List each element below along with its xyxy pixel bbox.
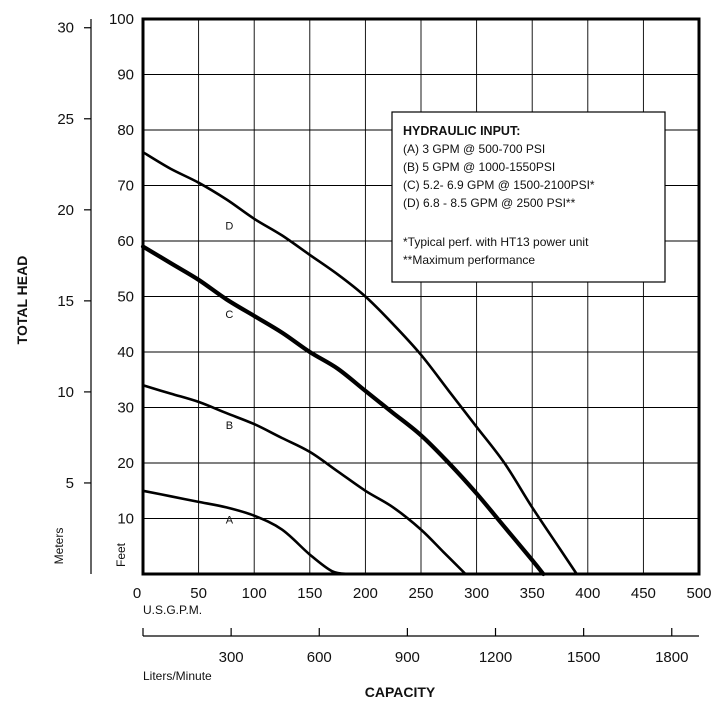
y-tick-label-feet: 90: [117, 67, 134, 84]
x-tick-label: 350: [520, 585, 545, 602]
lpm-tick-label: 1200: [479, 649, 512, 666]
x-tick-label: 0: [133, 585, 141, 602]
y-tick-label-feet: 60: [117, 233, 134, 250]
x-axis-title: CAPACITY: [365, 684, 436, 700]
y-tick-label-feet: 50: [117, 289, 134, 306]
curve-labels: A B C D: [225, 220, 233, 526]
y-tick-label-feet: 70: [117, 178, 134, 195]
plot-frame: [141, 17, 701, 576]
lpm-tick-label: 300: [219, 649, 244, 666]
y-tick-label-feet: 80: [117, 122, 134, 139]
x-tick-label: 500: [686, 585, 711, 602]
x-tick-label: 300: [464, 585, 489, 602]
y-tick-label-meters: 25: [57, 111, 74, 128]
lpm-tick-label: 900: [395, 649, 420, 666]
x-axis-liters-per-minute: 300 600 900 1200 1500 1800: [142, 628, 699, 666]
x-tick-label: 50: [190, 585, 207, 602]
curve-b: [141, 384, 467, 576]
x-tick-label: 150: [297, 585, 322, 602]
y-tick-label-meters: 30: [57, 20, 74, 37]
legend-note: **Maximum performance: [403, 253, 535, 267]
legend-note: *Typical perf. with HT13 power unit: [403, 235, 589, 249]
y-tick-label-feet: 20: [117, 455, 134, 472]
y-tick-label-feet: 30: [117, 400, 134, 417]
x-tick-label: 450: [631, 585, 656, 602]
legend-box: HYDRAULIC INPUT: (A) 3 GPM @ 500-700 PSI…: [391, 111, 666, 283]
curve-c: [140, 244, 546, 577]
x-tick-label: 250: [408, 585, 433, 602]
curve-label-c: C: [225, 309, 233, 321]
curve-label-d: D: [225, 220, 233, 232]
legend-line: (A) 3 GPM @ 500-700 PSI: [403, 142, 545, 156]
y-tick-label-feet: 100: [109, 11, 134, 28]
curve-a: [141, 489, 350, 576]
y-tick-label-feet: 10: [117, 511, 134, 528]
y-tick-label-feet: 40: [117, 344, 134, 361]
curve-label-b: B: [226, 420, 233, 432]
y-axis-meters: 5 10 15 20 25 30: [57, 19, 92, 574]
x-axis-gpm-ticks: 0 50 100 150 200 250 300 350 400 450 500: [133, 585, 712, 602]
lpm-tick-label: 1500: [567, 649, 600, 666]
legend-title: HYDRAULIC INPUT:: [403, 124, 520, 138]
lpm-tick-label: 600: [307, 649, 332, 666]
y-unit-meters: Meters: [52, 528, 66, 565]
x-tick-label: 200: [353, 585, 378, 602]
y-axis-feet-ticks: 10 20 30 40 50 60 70 80 90 100: [109, 11, 134, 528]
grid-lines: [143, 19, 699, 574]
x-unit-primary: U.S.G.P.M.: [143, 603, 202, 617]
legend-line: (C) 5.2- 6.9 GPM @ 1500-2100PSI*: [403, 178, 595, 192]
curve-label-a: A: [226, 515, 234, 527]
y-tick-label-meters: 20: [57, 202, 74, 219]
lpm-tick-label: 1800: [655, 649, 688, 666]
curve-d: [141, 150, 578, 576]
x-tick-label: 100: [242, 585, 267, 602]
legend-frame: [391, 111, 666, 283]
performance-curves: [140, 150, 578, 577]
y-tick-label-meters: 5: [66, 475, 74, 492]
x-tick-label: 400: [575, 585, 600, 602]
x-unit-secondary: Liters/Minute: [143, 669, 212, 683]
y-tick-label-meters: 15: [57, 293, 74, 310]
y-tick-label-meters: 10: [57, 384, 74, 401]
y-axis-title: TOTAL HEAD: [14, 256, 30, 345]
legend-line: (B) 5 GPM @ 1000-1550PSI: [403, 160, 555, 174]
legend-line: (D) 6.8 - 8.5 GPM @ 2500 PSI**: [403, 196, 576, 210]
y-unit-feet: Feet: [114, 542, 128, 567]
